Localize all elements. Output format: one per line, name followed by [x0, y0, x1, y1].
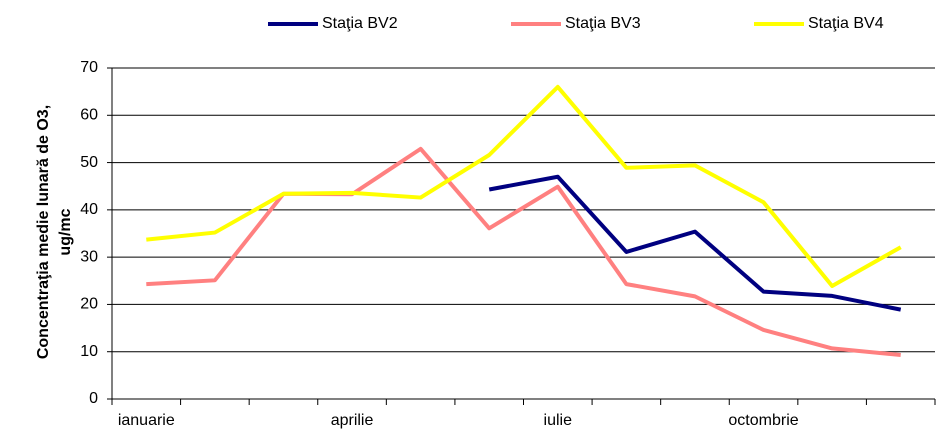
y-axis-label: Concentraţia medie lunară de O3,	[35, 105, 52, 359]
x-tick-label: aprilie	[331, 412, 374, 429]
y-tick-label: 50	[80, 154, 98, 171]
series-line	[488, 174, 902, 312]
series-line	[146, 84, 902, 288]
y-tick-label: 70	[80, 59, 98, 76]
legend-label: Staţia BV2	[322, 15, 398, 32]
y-tick-label: 10	[80, 343, 98, 360]
y-tick-label: 30	[80, 248, 98, 265]
y-tick-label: 60	[80, 107, 98, 124]
x-tick-label: ianuarie	[118, 412, 175, 429]
x-tick-label: octombrie	[728, 412, 798, 429]
series-line	[146, 146, 901, 358]
y-tick-label: 40	[80, 201, 98, 218]
y-tick-label: 0	[89, 390, 98, 407]
x-tick-label: iulie	[544, 412, 573, 429]
y-axis-label: ug/mc	[57, 208, 74, 255]
y-tick-label: 20	[80, 296, 98, 313]
legend-label: Staţia BV4	[808, 15, 884, 32]
legend-label: Staţia BV3	[565, 15, 641, 32]
